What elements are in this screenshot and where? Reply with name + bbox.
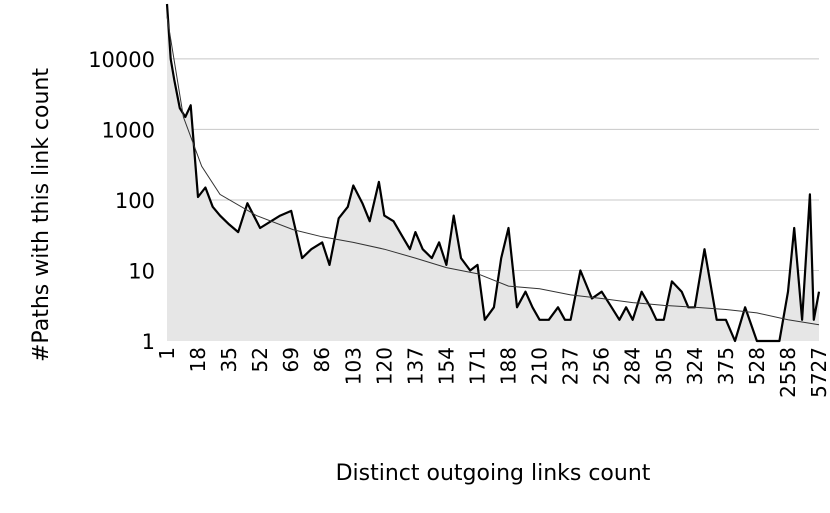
y-axis-title: #Paths with this link count	[29, 68, 54, 362]
trendline	[166, 16, 820, 326]
x-tick-label: 2558	[776, 347, 800, 398]
x-tick-label: 18	[186, 347, 210, 372]
x-tick-label: 528	[745, 347, 769, 385]
x-tick-label: 154	[434, 347, 458, 385]
x-tick-label: 5727	[807, 347, 830, 398]
x-tick-label: 210	[528, 347, 552, 385]
plot-area	[165, 3, 821, 343]
x-tick-labels: 1 18 35 52 69 86 103 120 137 154 171 188 210 237 256 28…	[155, 347, 830, 398]
x-tick-label: 86	[310, 347, 334, 372]
x-tick-label: 375	[714, 347, 738, 385]
x-tick-label: 324	[683, 347, 707, 385]
x-tick-label: 284	[621, 347, 645, 385]
x-tick-label: 1	[155, 347, 179, 360]
x-tick-label: 171	[465, 347, 489, 385]
x-tick-label: 103	[341, 347, 365, 385]
x-tick-label: 305	[652, 347, 676, 385]
y-tick-label: 1000	[102, 118, 155, 142]
x-tick-label: 35	[217, 347, 241, 372]
series-line	[165, 3, 821, 343]
x-tick-label: 237	[559, 347, 583, 385]
y-tick-label: 10000	[88, 48, 155, 72]
x-tick-label: 256	[590, 347, 614, 385]
x-tick-label: 69	[279, 347, 303, 372]
x-axis-title: Distinct outgoing links count	[336, 461, 651, 486]
x-tick-label: 120	[372, 347, 396, 385]
y-tick-label: 10	[128, 259, 155, 283]
y-tick-labels: 1 10 100 1000 10000	[88, 48, 155, 354]
x-tick-label: 137	[403, 347, 427, 385]
y-tick-label: 100	[115, 189, 155, 213]
x-tick-label: 52	[248, 347, 272, 372]
gridlines	[167, 58, 819, 271]
series-area	[167, 4, 819, 341]
y-tick-label: 1	[142, 330, 155, 354]
x-tick-label: 188	[497, 347, 521, 385]
